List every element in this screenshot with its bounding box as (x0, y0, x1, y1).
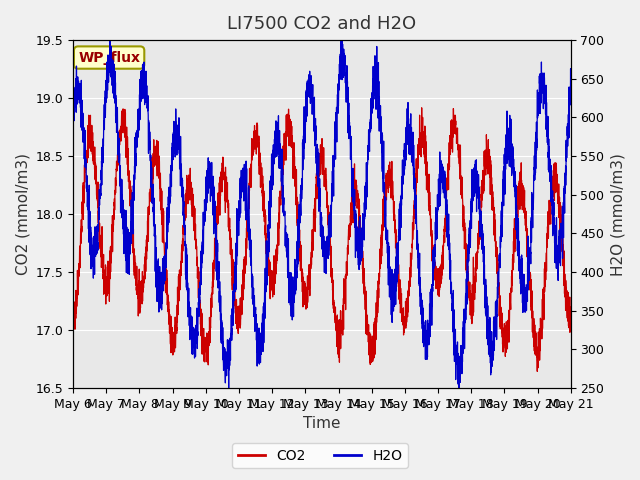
CO2 (208, 291, 216, 297)
Line: H2O: H2O (73, 40, 571, 388)
Line: CO2: CO2 (73, 108, 571, 372)
H2O (69, 125, 77, 131)
H2O (371, 79, 378, 84)
CO2 (567, 312, 575, 318)
H2O (567, 66, 575, 72)
H2O (208, 184, 216, 190)
H2O (520, 283, 527, 288)
Legend: CO2, H2O: CO2, H2O (232, 443, 408, 468)
CO2 (567, 318, 575, 324)
H2O (337, 37, 344, 43)
Title: LI7500 CO2 and H2O: LI7500 CO2 and H2O (227, 15, 417, 33)
CO2 (69, 311, 77, 317)
CO2 (379, 214, 387, 220)
Y-axis label: CO2 (mmol/m3): CO2 (mmol/m3) (15, 153, 30, 275)
Y-axis label: H2O (mmol/m3): H2O (mmol/m3) (610, 153, 625, 276)
Text: WP_flux: WP_flux (78, 50, 140, 64)
H2O (567, 102, 575, 108)
CO2 (418, 105, 426, 111)
CO2 (370, 355, 378, 361)
CO2 (176, 285, 184, 291)
H2O (176, 154, 184, 159)
H2O (379, 173, 387, 179)
CO2 (520, 186, 527, 192)
H2O (225, 385, 232, 391)
X-axis label: Time: Time (303, 417, 340, 432)
CO2 (533, 369, 541, 374)
